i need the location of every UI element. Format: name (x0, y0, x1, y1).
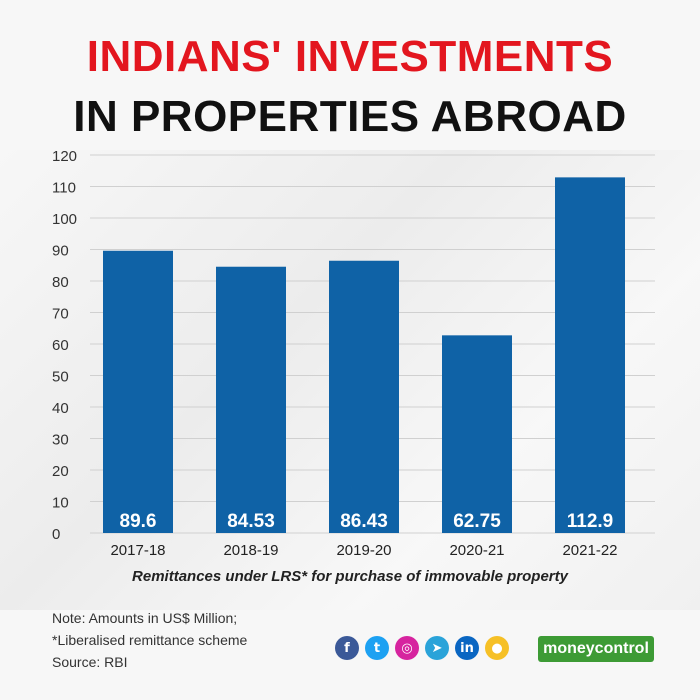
social-icons: f t ◎ ➤ in ● (335, 636, 509, 660)
y-tick-label: 10 (52, 495, 69, 512)
note-source: Source: RBI (52, 654, 128, 670)
y-tick-label: 0 (52, 526, 60, 543)
value-label: 112.9 (567, 511, 614, 532)
note-lrs: *Liberalised remittance scheme (52, 632, 248, 648)
x-tick-label: 2020-21 (449, 542, 504, 559)
bar-2018-19 (216, 266, 286, 533)
value-label: 62.75 (453, 511, 501, 532)
koo-icon[interactable]: ● (485, 636, 509, 660)
twitter-icon[interactable]: t (365, 636, 389, 660)
x-tick-label: 2019-20 (336, 542, 391, 559)
value-label: 84.53 (227, 511, 275, 532)
title-line-2: IN PROPERTIES ABROAD (73, 92, 627, 141)
x-axis-ticks: 2017-18 2018-19 2019-20 2020-21 2021-22 (110, 542, 617, 559)
value-labels: 89.6 84.53 86.43 62.75 112.9 (120, 511, 614, 532)
y-tick-label: 120 (52, 148, 77, 165)
note-amounts: Note: Amounts in US$ Million; (52, 610, 238, 626)
y-tick-label: 60 (52, 337, 69, 354)
value-label: 89.6 (120, 511, 157, 532)
telegram-icon[interactable]: ➤ (425, 636, 449, 660)
moneycontrol-logo: moneycontrol (538, 636, 654, 662)
bar-chart: 0 10 20 30 40 50 60 70 80 90 100 110 120 89.6 84.53 86… (52, 148, 655, 559)
bar-2021-22 (555, 177, 625, 534)
y-axis-ticks: 0 10 20 30 40 50 60 70 80 90 100 110 120 (52, 148, 77, 543)
bar-2020-21 (442, 335, 512, 533)
y-tick-label: 50 (52, 369, 69, 386)
y-tick-label: 110 (52, 180, 76, 197)
x-axis-label: Remittances under LRS* for purchase of i… (132, 568, 568, 585)
y-tick-label: 80 (52, 274, 69, 291)
title-line-1: INDIANS' INVESTMENTS (86, 32, 614, 81)
bar-2019-20 (329, 260, 399, 533)
value-label: 86.43 (340, 511, 388, 532)
y-tick-label: 40 (52, 400, 69, 417)
facebook-icon[interactable]: f (335, 636, 359, 660)
bars (103, 177, 625, 534)
y-tick-label: 70 (52, 306, 69, 323)
y-tick-label: 20 (52, 463, 69, 480)
y-tick-label: 90 (52, 243, 69, 260)
x-tick-label: 2018-19 (223, 542, 278, 559)
x-tick-label: 2017-18 (110, 542, 165, 559)
y-tick-label: 100 (52, 211, 77, 228)
x-tick-label: 2021-22 (562, 542, 617, 559)
bar-2017-18 (103, 250, 173, 533)
instagram-icon[interactable]: ◎ (395, 636, 419, 660)
y-tick-label: 30 (52, 432, 69, 449)
linkedin-icon[interactable]: in (455, 636, 479, 660)
